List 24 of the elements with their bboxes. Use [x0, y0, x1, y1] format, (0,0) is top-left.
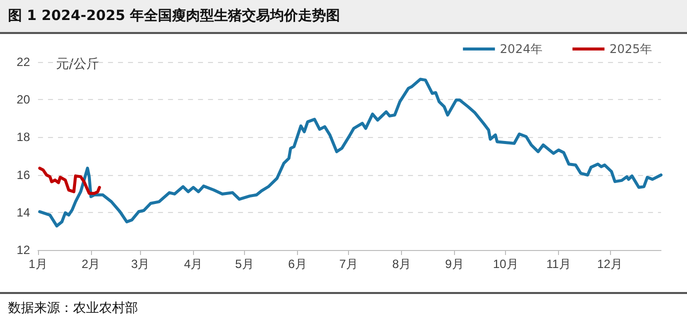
source-note: 数据来源：农业农村部 — [0, 292, 687, 327]
legend-label: 2024年 — [500, 42, 542, 56]
x-tick-label: 6月 — [288, 257, 307, 271]
line-series — [38, 166, 101, 195]
x-tick-label: 7月 — [339, 257, 358, 271]
x-tick-label: 5月 — [235, 257, 254, 271]
x-tick-label: 2月 — [82, 257, 100, 271]
x-tick-label: 3月 — [131, 257, 150, 271]
x-tick-label: 10月 — [492, 257, 518, 271]
y-tick-label: 16 — [16, 168, 30, 182]
legend-label: 2025年 — [609, 42, 652, 56]
y-tick-label: 18 — [16, 130, 30, 144]
y-tick-label: 20 — [16, 92, 30, 107]
x-tick-label: 9月 — [445, 257, 464, 271]
y-tick-label: 12 — [16, 243, 30, 257]
x-tick-label: 12月 — [597, 257, 622, 271]
line-series — [38, 78, 662, 228]
y-tick-label: 14 — [16, 205, 30, 220]
x-tick-label: 4月 — [184, 257, 203, 271]
x-tick-label: 11月 — [546, 257, 571, 271]
chart-title: 图 1 2024-2025 年全国瘦肉型生猪交易均价走势图 — [0, 0, 687, 34]
x-tick-label: 1月 — [28, 257, 48, 271]
y-tick-label: 22 — [16, 55, 30, 69]
x-tick-label: 8月 — [392, 257, 411, 271]
